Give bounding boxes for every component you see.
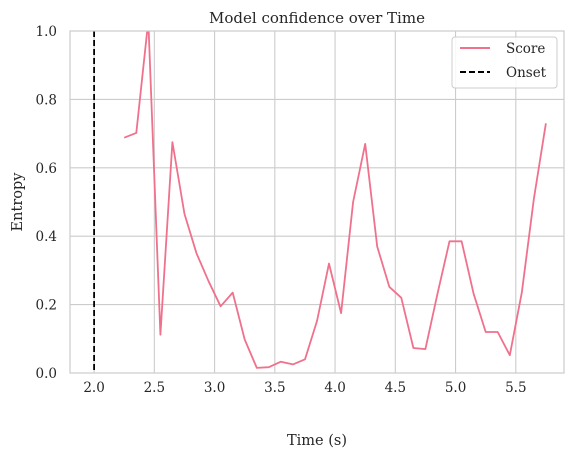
y-axis-label: Entropy bbox=[10, 172, 26, 232]
y-tick-labels: 0.0 0.2 0.4 0.6 0.8 1.0 bbox=[36, 24, 57, 382]
y-tick-label: 0.6 bbox=[36, 161, 57, 177]
legend-onset-label: Onset bbox=[506, 65, 547, 81]
x-tick-label: 4.5 bbox=[385, 380, 406, 396]
y-tick-label: 0.0 bbox=[36, 366, 57, 382]
plot-border bbox=[69, 30, 565, 374]
plot-frame bbox=[69, 30, 565, 374]
x-tick-label: 5.0 bbox=[445, 380, 466, 396]
chart-title: Model confidence over Time bbox=[209, 9, 425, 27]
x-tick-label: 3.0 bbox=[204, 380, 225, 396]
x-tick-label: 4.0 bbox=[324, 380, 345, 396]
y-tick-label: 0.8 bbox=[36, 92, 57, 108]
legend-box bbox=[451, 36, 558, 89]
y-tick-label: 0.2 bbox=[36, 298, 57, 314]
x-tick-label: 2.5 bbox=[144, 380, 165, 396]
series-layer bbox=[93, 31, 547, 373]
legend-score-label: Score bbox=[506, 41, 545, 57]
series-line-score bbox=[123, 31, 547, 369]
y-tick-label: 0.4 bbox=[36, 229, 57, 245]
y-tick-label: 1.0 bbox=[36, 24, 57, 40]
x-tick-label: 2.0 bbox=[83, 380, 104, 396]
x-tick-labels: 2.0 2.5 3.0 3.5 4.0 4.5 5.0 5.5 bbox=[83, 380, 526, 396]
x-tick-label: 3.5 bbox=[264, 380, 285, 396]
x-tick-label: 5.5 bbox=[505, 380, 526, 396]
x-axis-label: Time (s) bbox=[287, 433, 347, 449]
legend: Score Onset bbox=[451, 36, 558, 89]
